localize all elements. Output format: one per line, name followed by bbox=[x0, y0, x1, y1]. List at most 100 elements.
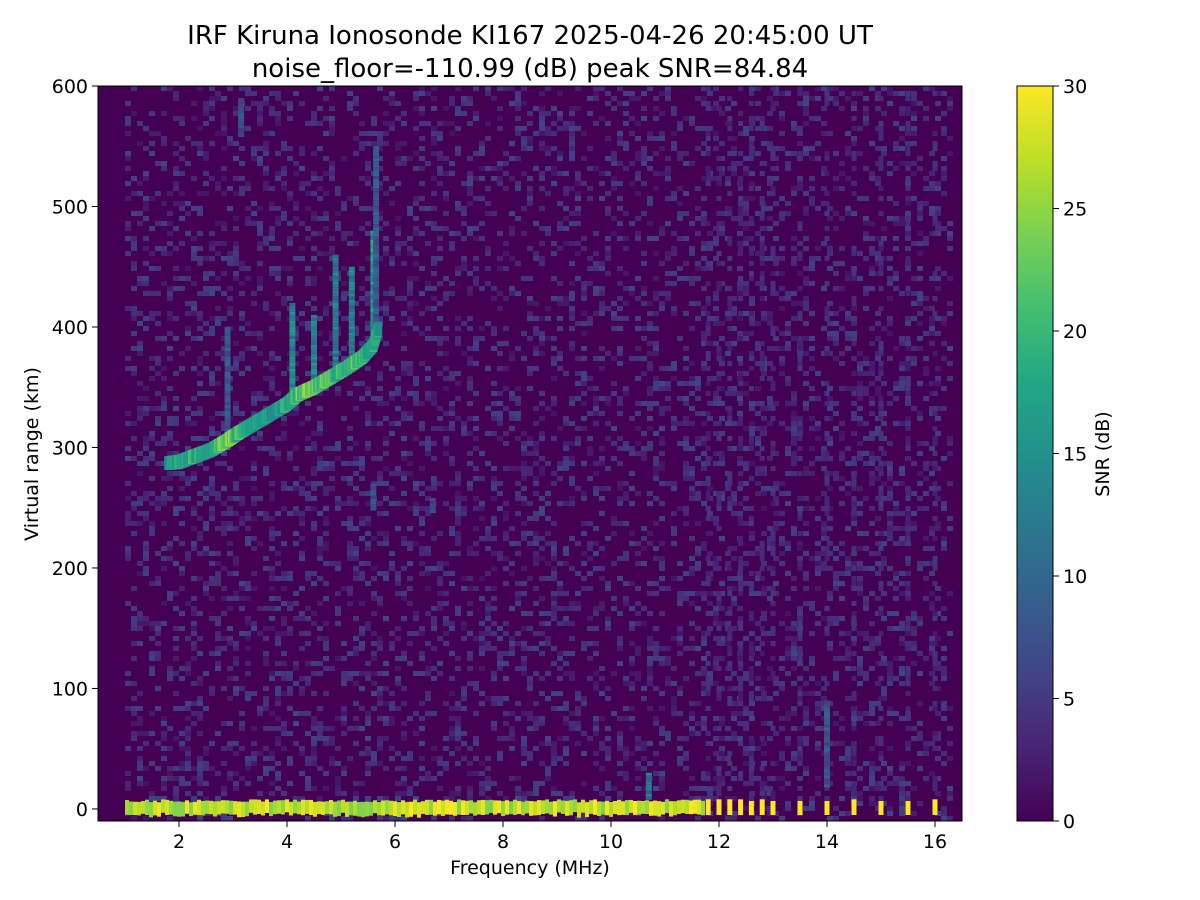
noise-cell bbox=[665, 396, 671, 401]
noise-cell bbox=[365, 321, 371, 326]
noise-cell bbox=[803, 276, 809, 281]
noise-cell bbox=[311, 191, 317, 196]
noise-cell bbox=[239, 146, 245, 151]
noise-cell bbox=[407, 306, 413, 311]
noise-cell bbox=[689, 276, 695, 281]
noise-cell bbox=[563, 216, 569, 221]
noise-cell bbox=[251, 501, 257, 506]
noise-cell bbox=[413, 226, 419, 231]
noise-cell bbox=[575, 541, 581, 546]
noise-cell bbox=[137, 191, 143, 196]
noise-cell bbox=[215, 461, 221, 466]
noise-cell bbox=[659, 111, 665, 116]
noise-cell bbox=[605, 101, 611, 106]
noise-cell bbox=[743, 466, 749, 471]
noise-cell bbox=[527, 686, 533, 691]
noise-cell bbox=[605, 796, 611, 801]
noise-cell bbox=[515, 791, 521, 796]
noise-cell bbox=[713, 321, 719, 326]
noise-cell bbox=[245, 671, 251, 676]
noise-cell bbox=[845, 781, 851, 786]
noise-cell bbox=[821, 526, 827, 531]
noise-cell bbox=[449, 531, 455, 536]
noise-cell bbox=[509, 526, 515, 531]
noise-cell bbox=[749, 461, 755, 466]
noise-cell bbox=[695, 786, 701, 791]
noise-cell bbox=[347, 676, 353, 681]
noise-cell bbox=[407, 361, 413, 366]
noise-cell bbox=[359, 456, 365, 461]
noise-cell bbox=[521, 206, 527, 211]
noise-cell bbox=[779, 356, 785, 361]
noise-cell bbox=[497, 556, 503, 561]
noise-cell bbox=[311, 741, 317, 746]
noise-cell bbox=[161, 491, 167, 496]
noise-cell bbox=[623, 286, 629, 291]
noise-cell bbox=[341, 476, 347, 481]
noise-cell bbox=[563, 661, 569, 666]
noise-cell bbox=[629, 681, 635, 686]
noise-cell bbox=[167, 776, 173, 781]
noise-cell bbox=[269, 751, 275, 756]
noise-cell bbox=[221, 121, 227, 126]
noise-cell bbox=[617, 641, 623, 646]
noise-cell bbox=[251, 536, 257, 541]
noise-cell bbox=[467, 181, 473, 186]
noise-cell bbox=[287, 196, 293, 201]
noise-cell bbox=[281, 506, 287, 511]
noise-cell bbox=[251, 691, 257, 696]
noise-cell bbox=[755, 466, 761, 471]
noise-cell bbox=[287, 731, 293, 736]
noise-cell bbox=[293, 531, 299, 536]
noise-cell bbox=[353, 486, 359, 491]
noise-cell bbox=[509, 86, 515, 91]
noise-cell bbox=[491, 176, 497, 181]
noise-cell bbox=[269, 526, 275, 531]
noise-cell bbox=[323, 486, 329, 491]
noise-cell bbox=[779, 536, 785, 541]
noise-cell bbox=[737, 711, 743, 716]
noise-cell bbox=[803, 736, 809, 741]
noise-cell bbox=[743, 636, 749, 641]
noise-cell bbox=[173, 201, 179, 206]
noise-cell bbox=[347, 106, 353, 111]
noise-cell bbox=[641, 181, 647, 186]
noise-cell bbox=[371, 651, 377, 656]
noise-cell bbox=[737, 266, 743, 271]
noise-cell bbox=[593, 396, 599, 401]
noise-cell bbox=[689, 496, 695, 501]
noise-cell bbox=[569, 151, 575, 156]
noise-cell bbox=[545, 316, 551, 321]
noise-cell bbox=[785, 671, 791, 676]
noise-cell bbox=[287, 146, 293, 151]
noise-cell bbox=[323, 691, 329, 696]
noise-cell bbox=[197, 261, 203, 266]
noise-cell bbox=[473, 116, 479, 121]
noise-cell bbox=[845, 271, 851, 276]
noise-cell bbox=[833, 401, 839, 406]
noise-cell bbox=[803, 506, 809, 511]
noise-cell bbox=[677, 276, 683, 281]
noise-cell bbox=[641, 621, 647, 626]
noise-cell bbox=[503, 431, 509, 436]
noise-cell bbox=[689, 726, 695, 731]
noise-cell bbox=[725, 736, 731, 741]
noise-cell bbox=[581, 331, 587, 336]
noise-cell bbox=[221, 746, 227, 751]
noise-cell bbox=[713, 291, 719, 296]
noise-cell bbox=[263, 141, 269, 146]
noise-cell bbox=[497, 231, 503, 236]
noise-cell bbox=[749, 171, 755, 176]
noise-cell bbox=[383, 536, 389, 541]
noise-cell bbox=[701, 581, 707, 586]
noise-cell bbox=[233, 276, 239, 281]
noise-cell bbox=[545, 491, 551, 496]
noise-cell bbox=[713, 86, 719, 91]
noise-cell bbox=[197, 326, 203, 331]
noise-cell bbox=[695, 721, 701, 726]
noise-cell bbox=[245, 221, 251, 226]
noise-cell bbox=[149, 196, 155, 201]
noise-cell bbox=[695, 396, 701, 401]
noise-cell bbox=[389, 551, 395, 556]
noise-cell bbox=[563, 721, 569, 726]
